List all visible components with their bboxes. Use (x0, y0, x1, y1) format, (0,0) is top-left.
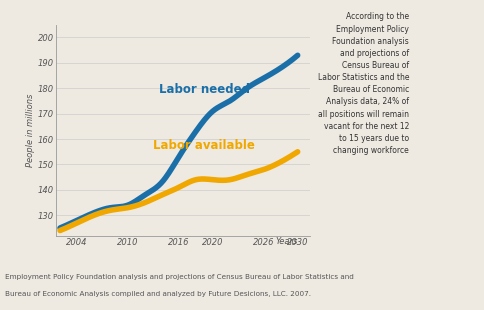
Text: Years: Years (275, 237, 297, 246)
Text: According to the
Employment Policy
Foundation analysis
and projections of
Census: According to the Employment Policy Found… (317, 12, 408, 155)
Text: Bureau of Economic Analysis compiled and analyzed by Future Desicions, LLC. 2007: Bureau of Economic Analysis compiled and… (5, 291, 310, 297)
Text: Labor needed: Labor needed (158, 83, 249, 96)
Y-axis label: People in millions: People in millions (26, 94, 35, 167)
Text: Employment Policy Foundation analysis and projections of Census Bureau of Labor : Employment Policy Foundation analysis an… (5, 274, 353, 280)
Text: Labor available: Labor available (153, 139, 255, 152)
